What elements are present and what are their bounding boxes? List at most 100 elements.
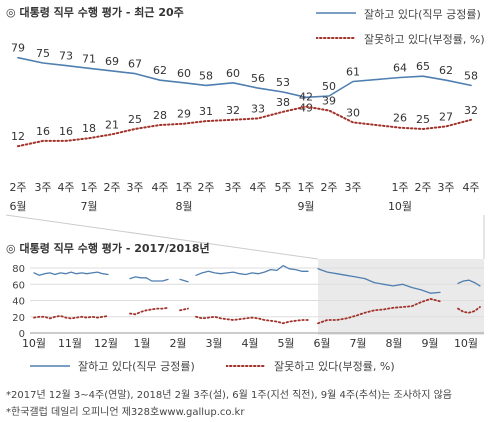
legend-positive-label: 잘하고 있다(직무 긍정률) (364, 8, 481, 21)
negative-data-label: 26 (393, 112, 407, 125)
positive-series-line (17, 56, 472, 99)
x-tick-label: 3주 (224, 181, 241, 194)
bottom-legend: 잘하고 있다(직무 긍정률) 잘못하고 있다(부정률, %) (30, 358, 470, 373)
x-month-label: 2월 (169, 337, 186, 350)
footnote-survey-gaps: *2017년 12월 3~4주(연말), 2018년 2월 3주(설), 6월 … (6, 390, 452, 401)
negative-data-label: 12 (11, 130, 25, 143)
negative-series-line (317, 297, 441, 325)
negative-data-label: 38 (276, 96, 290, 109)
y-tick-label: 60 (12, 280, 25, 291)
positive-data-label: 71 (82, 52, 96, 65)
positive-data-label: 79 (11, 42, 25, 55)
bottom-chart-title: ◎ 대통령 직무 수행 평가 - 2017/2018년 (6, 240, 210, 256)
x-month-label: 9월 (421, 337, 438, 350)
x-tick-label: 4주 (151, 181, 168, 194)
bottom-chart-title-text: 대통령 직무 수행 평가 - 2017/2018년 (19, 242, 210, 255)
x-tick-label: 3주 (437, 181, 454, 194)
negative-data-label: 30 (346, 106, 360, 119)
x-month-label: 7월 (349, 337, 366, 350)
x-tick-label: 5주 (274, 181, 291, 194)
y-tick-label: 0 (19, 329, 25, 340)
negative-data-label: 18 (82, 122, 96, 135)
x-tick-label: 1주 (391, 181, 408, 194)
x-month-label: 10월 (388, 200, 412, 213)
x-tick-label: 2주 (197, 181, 214, 194)
title-marker-icon: ◎ (6, 6, 16, 19)
positive-data-label: 58 (464, 69, 478, 82)
top-chart-title-text: 대통령 직무 수행 평가 - 최근 20주 (19, 6, 184, 19)
x-month-label: 11월 (58, 337, 82, 350)
legend-positive-swatch (30, 365, 70, 367)
positive-data-label: 62 (153, 64, 167, 77)
negative-data-label: 21 (105, 118, 119, 131)
y-tick-label: 20 (12, 313, 25, 324)
positive-data-label: 58 (199, 69, 213, 82)
positive-data-label: 64 (393, 62, 407, 75)
negative-data-label: 25 (128, 113, 142, 126)
negative-series-line (195, 315, 309, 325)
negative-data-label: 27 (439, 110, 453, 123)
title-marker-icon: ◎ (6, 242, 16, 255)
negative-data-label: 25 (416, 113, 430, 126)
positive-data-label: 73 (59, 50, 73, 63)
positive-data-label: 69 (105, 55, 119, 68)
x-month-label: 8월 (175, 200, 192, 213)
legend-positive-label: 잘하고 있다(직무 긍정률) (78, 360, 195, 373)
x-tick-label: 1주 (297, 181, 314, 194)
x-month-label: 10월 (454, 337, 478, 350)
x-month-label: 8월 (385, 337, 402, 350)
x-tick-label: 2주 (414, 181, 431, 194)
x-month-label: 6월 (313, 337, 330, 350)
x-tick-label: 3주 (126, 181, 143, 194)
negative-series-line (457, 306, 481, 314)
x-month-label: 10월 (22, 337, 46, 350)
x-tick-label: 4주 (249, 181, 266, 194)
positive-data-label: 56 (251, 72, 265, 85)
legend-negative-label: 잘못하고 있다(부정률, %) (274, 360, 395, 373)
legend-negative-label: 잘못하고 있다(부정률, %) (364, 33, 485, 46)
negative-data-label: 28 (153, 109, 167, 122)
x-tick-label: 2주 (320, 181, 337, 194)
x-month-label: 7월 (80, 200, 97, 213)
x-month-label: 9월 (297, 200, 314, 213)
x-month-label: 3월 (205, 337, 222, 350)
negative-data-label: 32 (464, 104, 478, 117)
negative-series-line (179, 307, 189, 312)
x-tick-label: 1주 (175, 181, 192, 194)
positive-data-label: 50 (322, 80, 336, 93)
x-tick-label: 1주 (80, 181, 97, 194)
x-tick-label: 3주 (34, 181, 51, 194)
positive-series-line (33, 271, 109, 276)
legend-negative-swatch (226, 365, 266, 367)
positive-series-line (129, 276, 169, 282)
negative-data-label: 39 (322, 95, 336, 108)
negative-data-label: 33 (251, 102, 265, 115)
negative-data-label: 29 (177, 108, 191, 121)
x-tick-label: 2주 (9, 181, 26, 194)
positive-data-label: 61 (346, 66, 360, 79)
x-tick-label: 4주 (462, 181, 479, 194)
negative-data-label: 31 (199, 105, 213, 118)
positive-data-label: 65 (416, 60, 430, 73)
positive-data-label: 60 (177, 67, 191, 80)
footnote-source: *한국갤럽 데일리 오피니언 제328호www.gallup.co.kr (6, 407, 245, 418)
positive-series-line (179, 278, 189, 283)
positive-data-label: 49 (299, 101, 313, 114)
x-month-label: 4월 (241, 337, 258, 350)
x-tick-label: 4주 (57, 181, 74, 194)
positive-series-line (195, 264, 309, 276)
positive-series-line (317, 268, 441, 294)
positive-series-line (457, 279, 481, 287)
negative-data-label: 16 (59, 125, 73, 138)
negative-series-line (129, 306, 169, 316)
positive-data-label: 67 (128, 58, 142, 71)
top-chart-title: ◎ 대통령 직무 수행 평가 - 최근 20주 (6, 4, 184, 20)
y-tick-label: 40 (12, 297, 25, 308)
recent-period-highlight (318, 259, 484, 335)
x-month-label: 5월 (277, 337, 294, 350)
x-tick-label: 3주 (344, 181, 361, 194)
negative-data-label: 32 (226, 104, 240, 117)
positive-data-label: 62 (439, 64, 453, 77)
